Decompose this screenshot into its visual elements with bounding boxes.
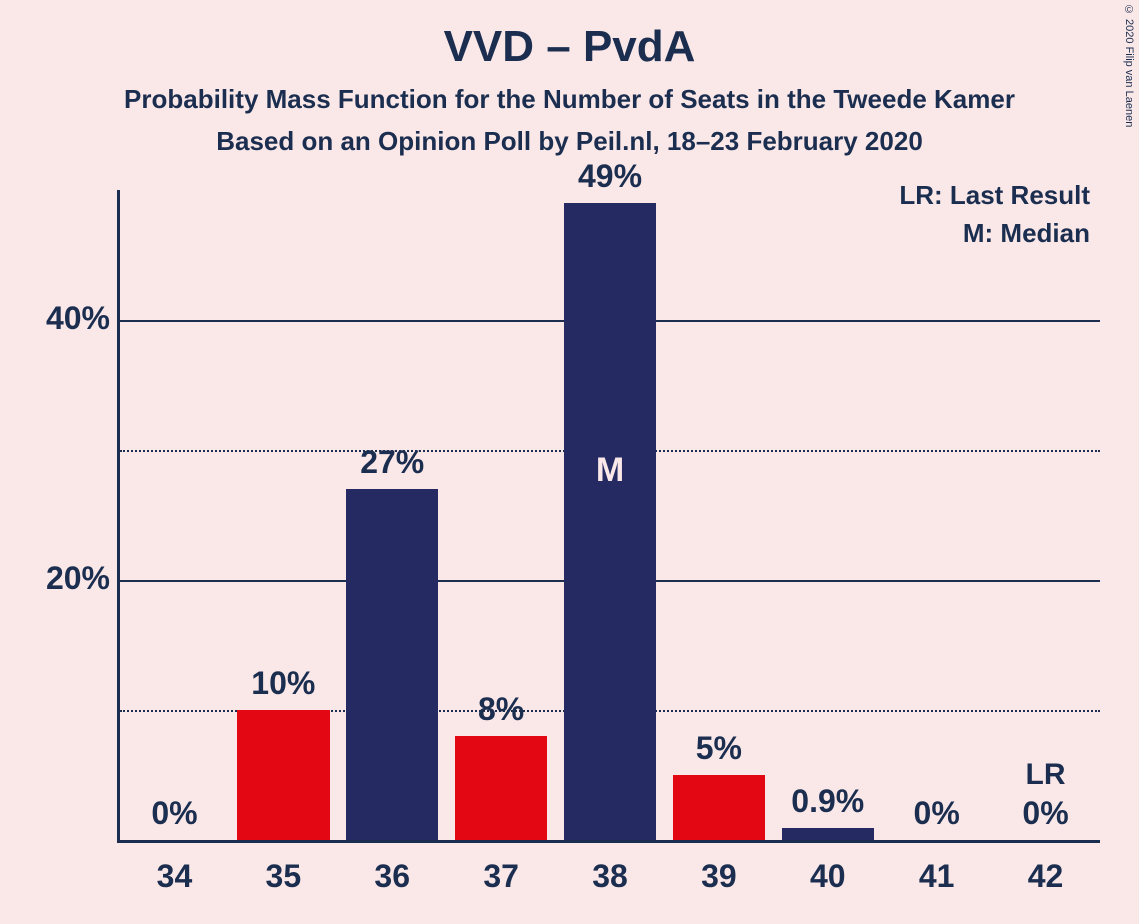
- median-mark: M: [596, 451, 624, 490]
- x-axis-label: 42: [1028, 858, 1064, 895]
- last-result-mark: LR: [1026, 758, 1066, 792]
- chart-container: VVD – PvdA Probability Mass Function for…: [0, 0, 1139, 924]
- bar-value-label: 0%: [1022, 795, 1068, 832]
- copyright-text: © 2020 Filip van Laenen: [1123, 4, 1135, 127]
- y-axis-label: 20%: [20, 560, 110, 597]
- legend-median: M: Median: [890, 218, 1090, 249]
- legend-last-result: LR: Last Result: [890, 180, 1090, 211]
- plot-area: 20%40%0%3410%3527%368%3749%38M5%390.9%40…: [120, 190, 1100, 840]
- bar-value-label: 49%: [578, 158, 642, 195]
- x-axis-label: 41: [919, 858, 955, 895]
- y-axis: [117, 190, 120, 843]
- y-axis-label: 40%: [20, 300, 110, 337]
- x-axis-label: 34: [157, 858, 193, 895]
- bar-value-label: 27%: [360, 444, 424, 481]
- bar: [564, 203, 657, 840]
- chart-title: VVD – PvdA: [0, 22, 1139, 72]
- x-axis-label: 39: [701, 858, 737, 895]
- bar: [455, 736, 548, 840]
- bar-value-label: 8%: [478, 691, 524, 728]
- bar: [346, 489, 439, 840]
- x-axis: [120, 840, 1100, 843]
- x-axis-label: 37: [483, 858, 519, 895]
- bar-value-label: 0%: [914, 795, 960, 832]
- bar: [782, 828, 875, 840]
- bar: [673, 775, 766, 840]
- x-axis-label: 36: [374, 858, 410, 895]
- bar-value-label: 0%: [151, 795, 197, 832]
- x-axis-label: 35: [266, 858, 302, 895]
- bar-value-label: 0.9%: [791, 783, 864, 820]
- bar: [237, 710, 330, 840]
- x-axis-label: 40: [810, 858, 846, 895]
- chart-subtitle-1: Probability Mass Function for the Number…: [0, 84, 1139, 115]
- bar-value-label: 10%: [251, 665, 315, 702]
- bar-value-label: 5%: [696, 730, 742, 767]
- chart-subtitle-2: Based on an Opinion Poll by Peil.nl, 18–…: [0, 126, 1139, 157]
- x-axis-label: 38: [592, 858, 628, 895]
